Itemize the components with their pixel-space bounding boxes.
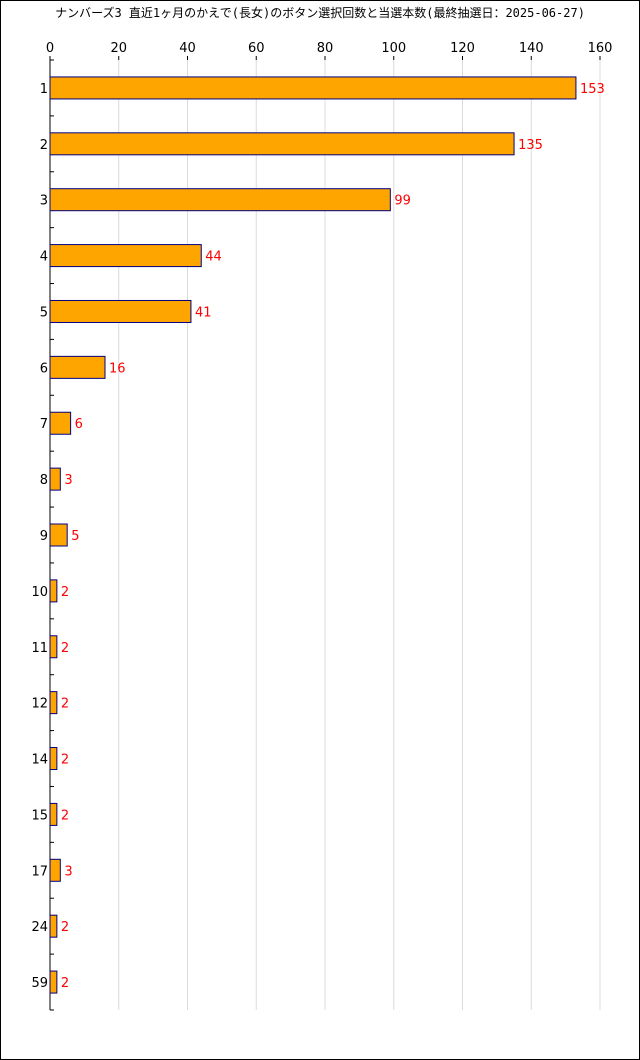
category-label: 59 <box>31 976 48 991</box>
x-tick-label: 120 <box>450 41 475 56</box>
value-label: 3 <box>64 864 72 879</box>
category-label: 24 <box>31 920 48 935</box>
bar <box>49 691 58 715</box>
value-label: 2 <box>61 753 69 768</box>
category-label: 10 <box>31 585 48 600</box>
bar <box>49 579 58 603</box>
category-label: 8 <box>40 473 48 488</box>
value-label: 5 <box>71 529 79 544</box>
x-tick-label: 60 <box>248 41 265 56</box>
bar <box>49 747 58 771</box>
value-label: 2 <box>61 697 69 712</box>
value-label: 99 <box>394 194 411 209</box>
category-label: 3 <box>40 194 48 209</box>
bar <box>49 635 58 659</box>
value-label: 2 <box>61 808 69 823</box>
x-tick-label: 40 <box>179 41 196 56</box>
x-tick-label: 140 <box>519 41 544 56</box>
value-label: 2 <box>61 641 69 656</box>
bar <box>49 858 61 882</box>
category-label: 6 <box>40 361 48 376</box>
category-label: 7 <box>40 417 48 432</box>
category-label: 12 <box>31 697 48 712</box>
category-label: 11 <box>31 641 48 656</box>
bar <box>49 132 515 156</box>
value-label: 2 <box>61 976 69 991</box>
value-label: 41 <box>195 305 212 320</box>
x-tick-label: 100 <box>381 41 406 56</box>
bar <box>49 244 202 268</box>
category-label: 2 <box>40 138 48 153</box>
value-label: 6 <box>75 417 83 432</box>
category-label: 14 <box>31 753 48 768</box>
category-label: 1 <box>40 82 48 97</box>
x-tick-label: 0 <box>46 41 54 56</box>
value-label: 3 <box>64 473 72 488</box>
category-label: 15 <box>31 808 48 823</box>
value-label: 153 <box>580 82 605 97</box>
bar <box>49 523 68 547</box>
x-tick-label: 20 <box>110 41 127 56</box>
bar <box>49 299 192 323</box>
bar <box>49 802 58 826</box>
x-tick-label: 80 <box>317 41 334 56</box>
bar <box>49 355 106 379</box>
value-label: 16 <box>109 361 126 376</box>
category-label: 4 <box>40 250 48 265</box>
value-label: 44 <box>205 250 222 265</box>
category-label: 5 <box>40 305 48 320</box>
bar <box>49 188 391 212</box>
category-label: 17 <box>31 864 48 879</box>
bar <box>49 411 72 435</box>
category-label: 9 <box>40 529 48 544</box>
bar <box>49 76 577 100</box>
bar <box>49 914 58 938</box>
bar <box>49 467 61 491</box>
bar <box>49 970 58 994</box>
value-label: 2 <box>61 920 69 935</box>
value-label: 2 <box>61 585 69 600</box>
chart-title: ナンバーズ3 直近1ヶ月のかえで(長女)のボタン選択回数と当選本数(最終抽選日：… <box>55 6 585 20</box>
x-tick-label: 160 <box>588 41 613 56</box>
value-label: 135 <box>518 138 543 153</box>
